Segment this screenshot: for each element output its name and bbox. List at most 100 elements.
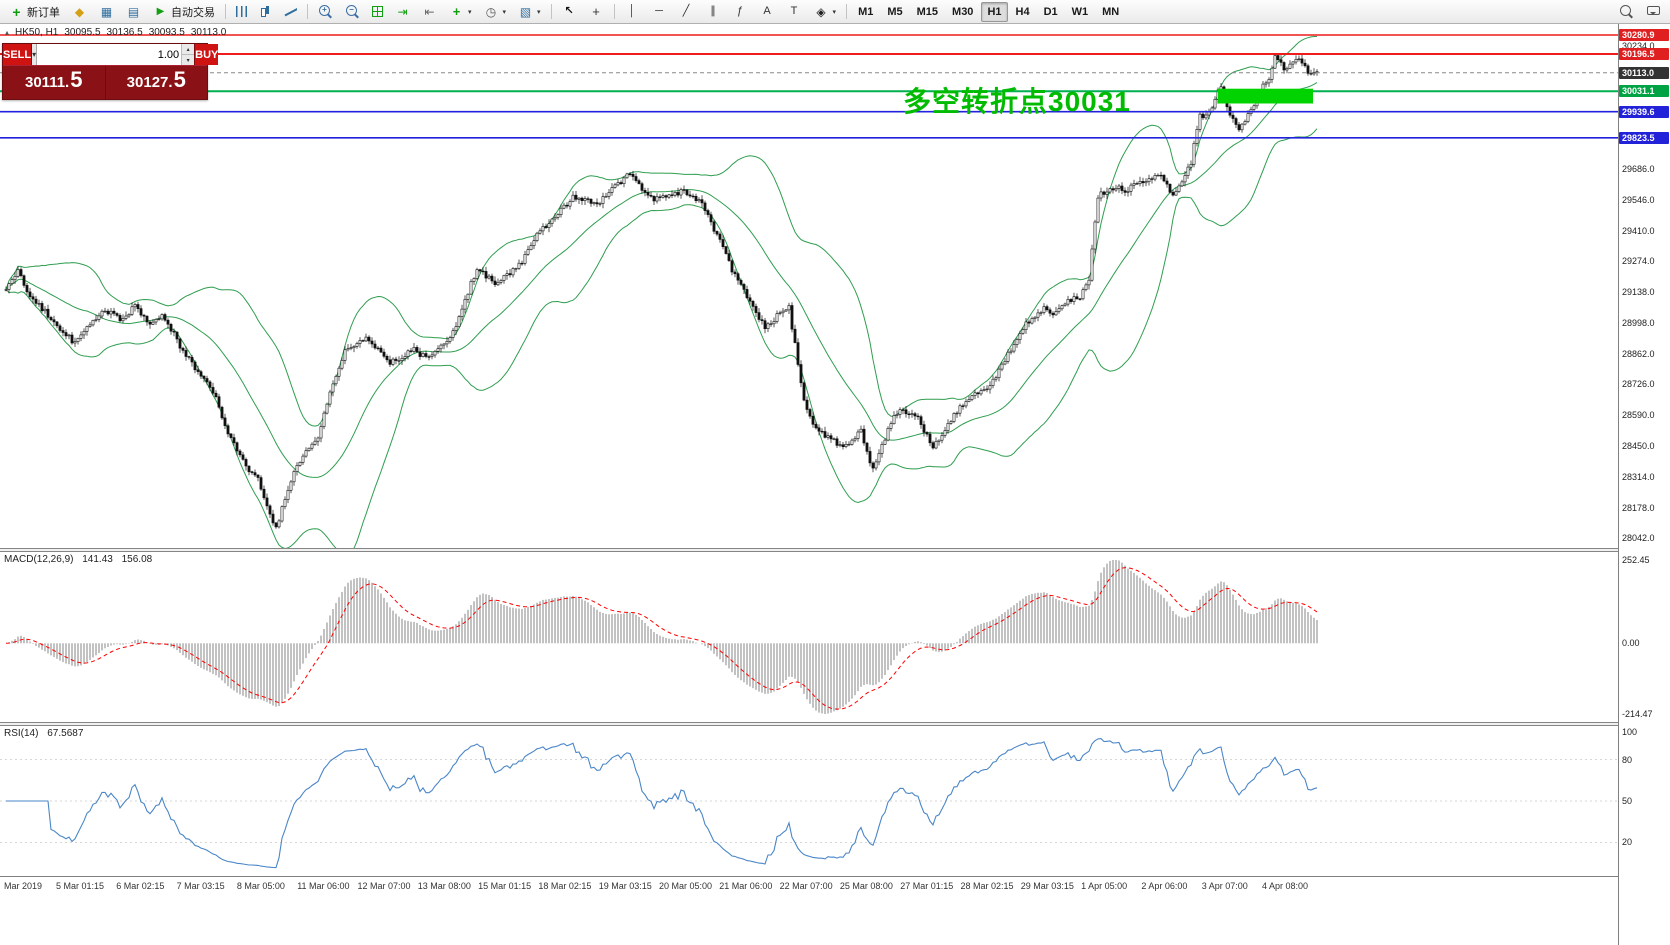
time-axis[interactable]: Mar 2019 5 Mar 01:15 6 Mar 02:15 7 Mar 03:1… bbox=[0, 876, 1618, 896]
channel-icon: ∥ bbox=[710, 5, 716, 17]
timeframe-m30-button[interactable]: M30 bbox=[946, 2, 979, 22]
macd-axis-tick: -214.47 bbox=[1622, 709, 1653, 719]
line-chart-type-button[interactable] bbox=[279, 2, 302, 22]
time-axis-label: 13 Mar 08:00 bbox=[417, 881, 471, 891]
rsi-axis-tick: 20 bbox=[1622, 837, 1633, 848]
chat-button[interactable] bbox=[1641, 2, 1666, 22]
auto-trading-button[interactable]: ▶ 自动交易 bbox=[148, 2, 220, 22]
candlestick-chart-type-button[interactable] bbox=[254, 2, 277, 22]
toolbar-separator bbox=[613, 4, 615, 19]
rsi-line bbox=[6, 738, 1318, 869]
shapes-button[interactable]: ◈ ▾ bbox=[809, 2, 842, 22]
zoom-out-button[interactable] bbox=[340, 2, 365, 22]
tile-windows-button[interactable] bbox=[367, 2, 388, 22]
price-axis-tick: 29546.0 bbox=[1622, 195, 1655, 206]
macd-panel[interactable]: MACD(12,26,9) 141.43 156.08 bbox=[0, 552, 1618, 722]
text-button[interactable]: A bbox=[755, 2, 780, 22]
profiles-button[interactable]: ▦ bbox=[94, 2, 119, 22]
time-axis-label: 8 Mar 05:00 bbox=[236, 881, 285, 891]
auto-scroll-button[interactable]: ⇥ bbox=[390, 2, 415, 22]
timeframe-w1-button-label: W1 bbox=[1071, 5, 1089, 18]
toolbar-separator bbox=[550, 4, 552, 19]
fibonacci-icon: ƒ bbox=[736, 5, 744, 17]
crosshair-button[interactable]: + bbox=[584, 2, 609, 22]
trendline-button[interactable]: ╱ bbox=[674, 2, 699, 22]
timeframe-mn-button[interactable]: MN bbox=[1096, 2, 1125, 22]
macd-chart bbox=[5, 560, 1318, 714]
buy-button[interactable]: BUY bbox=[194, 44, 219, 65]
bollinger-middle-band bbox=[5, 82, 1318, 478]
timeframe-m1-button[interactable]: M1 bbox=[852, 2, 879, 22]
sell-price-main: 30111. bbox=[25, 74, 70, 91]
sell-button[interactable]: SELL bbox=[3, 44, 33, 65]
volume-increase-button[interactable]: ▴ bbox=[182, 44, 195, 55]
indicators-button[interactable]: + ▾ bbox=[444, 2, 477, 22]
market-watch-icon: ◆ bbox=[74, 4, 85, 19]
chart-shift-icon: ⇤ bbox=[424, 4, 435, 19]
periods-button[interactable]: ◷ ▾ bbox=[479, 2, 512, 22]
buy-price[interactable]: 30127. 5 bbox=[104, 66, 207, 99]
macd-histogram bbox=[8, 560, 1318, 714]
time-axis-label: 19 Mar 03:15 bbox=[598, 881, 652, 891]
bar-chart-type-button[interactable] bbox=[231, 2, 252, 22]
vertical-line-icon: │ bbox=[628, 5, 636, 17]
timeframe-h1-button[interactable]: H1 bbox=[981, 1, 1008, 22]
chart-column: ▴ HK50, H1 30095.5 30136.5 30093.5 30113… bbox=[0, 24, 1618, 945]
timeframe-d1-button[interactable]: D1 bbox=[1038, 2, 1064, 22]
label-button[interactable]: T bbox=[782, 2, 807, 22]
toolbar-right-group bbox=[1614, 2, 1666, 22]
price-scale[interactable]: 30234.0 29686.0 29546.0 29410.0 29274.0 29138… bbox=[1618, 24, 1670, 945]
rsi-panel[interactable]: RSI(14) 67.5687 bbox=[0, 726, 1618, 876]
volume-decrease-button[interactable]: ▾ bbox=[182, 55, 195, 65]
toolbar-separator bbox=[846, 4, 848, 19]
price-axis-tick: 28998.0 bbox=[1622, 318, 1655, 329]
toolbar-separator bbox=[307, 4, 308, 19]
volume-input[interactable] bbox=[37, 44, 182, 65]
price-axis-tick: 28450.0 bbox=[1622, 441, 1655, 452]
horizontal-line-button[interactable]: ─ bbox=[647, 2, 672, 22]
new-order-button[interactable]: + 新订单 bbox=[4, 2, 65, 22]
zoom-in-button[interactable] bbox=[313, 2, 338, 22]
rsi-axis-tick: 100 bbox=[1622, 727, 1638, 737]
time-axis-label: 12 Mar 07:00 bbox=[357, 881, 411, 891]
search-button[interactable] bbox=[1614, 2, 1639, 22]
highlight-zone[interactable] bbox=[1218, 88, 1313, 104]
channel-button[interactable]: ∥ bbox=[701, 2, 726, 22]
fibonacci-button[interactable]: ƒ bbox=[728, 2, 753, 22]
buy-price-pips: 5 bbox=[173, 66, 186, 92]
cursor-icon: ↖ bbox=[564, 5, 574, 17]
macd-name: MACD(12,26,9) bbox=[4, 554, 74, 565]
zoom-out-icon bbox=[345, 4, 360, 19]
indicators-icon: + bbox=[452, 4, 461, 19]
timeframe-m5-button[interactable]: M5 bbox=[881, 2, 908, 22]
timeframe-h4-button[interactable]: H4 bbox=[1010, 2, 1036, 22]
chart-shift-button[interactable]: ⇤ bbox=[417, 2, 442, 22]
main-chart-panel[interactable]: ▴ HK50, H1 30095.5 30136.5 30093.5 30113… bbox=[0, 24, 1618, 548]
time-axis-label: 5 Mar 01:15 bbox=[56, 881, 105, 891]
panel-splitter[interactable] bbox=[0, 548, 1618, 552]
rsi-axis-tick: 50 bbox=[1622, 796, 1633, 806]
timeframe-mn-button-label: MN bbox=[1102, 5, 1120, 18]
timeframe-m15-button[interactable]: M15 bbox=[911, 2, 944, 22]
new-order-button-label: 新订单 bbox=[27, 6, 60, 19]
market-watch-button[interactable]: ◆ bbox=[67, 2, 92, 22]
vertical-line-button[interactable]: │ bbox=[620, 2, 645, 22]
cursor-button[interactable]: ↖ bbox=[557, 2, 582, 22]
templates-button[interactable]: ▧ ▾ bbox=[513, 2, 546, 22]
time-axis-label: 18 Mar 02:15 bbox=[538, 881, 592, 891]
price-chart[interactable] bbox=[0, 24, 1618, 548]
macd-axis-tick: 252.45 bbox=[1622, 555, 1650, 565]
timeframe-w1-button[interactable]: W1 bbox=[1066, 2, 1095, 22]
dropdown-caret-icon: ▾ bbox=[468, 8, 472, 16]
sell-price[interactable]: 30111. 5 bbox=[3, 66, 105, 99]
shapes-icon: ◈ bbox=[816, 4, 826, 19]
panel-splitter[interactable] bbox=[0, 722, 1618, 726]
dropdown-caret-icon: ▾ bbox=[832, 8, 837, 16]
ohlc-high: 30136.5 bbox=[106, 27, 143, 38]
navigator-button[interactable]: ▤ bbox=[121, 2, 146, 22]
chart-annotation-text[interactable]: 多空转折点30031 bbox=[903, 86, 1131, 117]
time-axis-label: 29 Mar 03:15 bbox=[1020, 881, 1074, 891]
chat-icon bbox=[1646, 4, 1661, 19]
volume-dropdown-button[interactable]: ▾ bbox=[32, 44, 38, 65]
